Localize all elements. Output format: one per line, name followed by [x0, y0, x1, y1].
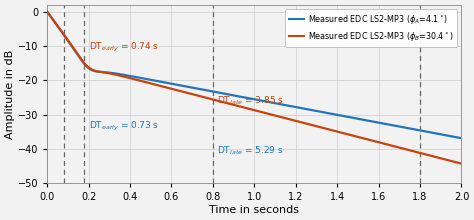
X-axis label: Time in seconds: Time in seconds	[210, 205, 299, 215]
Y-axis label: Amplitude in dB: Amplitude in dB	[5, 50, 15, 139]
Text: DT$_{early}$ = 0.73 s: DT$_{early}$ = 0.73 s	[89, 120, 159, 133]
Text: DT$_{late}$ = 3.85 s: DT$_{late}$ = 3.85 s	[217, 95, 284, 107]
Legend: Measured EDC LS2-MP3 ($\phi_{A}$=4.1$^\circ$), Measured EDC LS2-MP3 ($\phi_{B}$=: Measured EDC LS2-MP3 ($\phi_{A}$=4.1$^\c…	[285, 9, 457, 47]
Text: DT$_{late}$ = 5.29 s: DT$_{late}$ = 5.29 s	[217, 145, 283, 157]
Text: DT$_{early}$ = 0.74 s: DT$_{early}$ = 0.74 s	[89, 41, 159, 54]
